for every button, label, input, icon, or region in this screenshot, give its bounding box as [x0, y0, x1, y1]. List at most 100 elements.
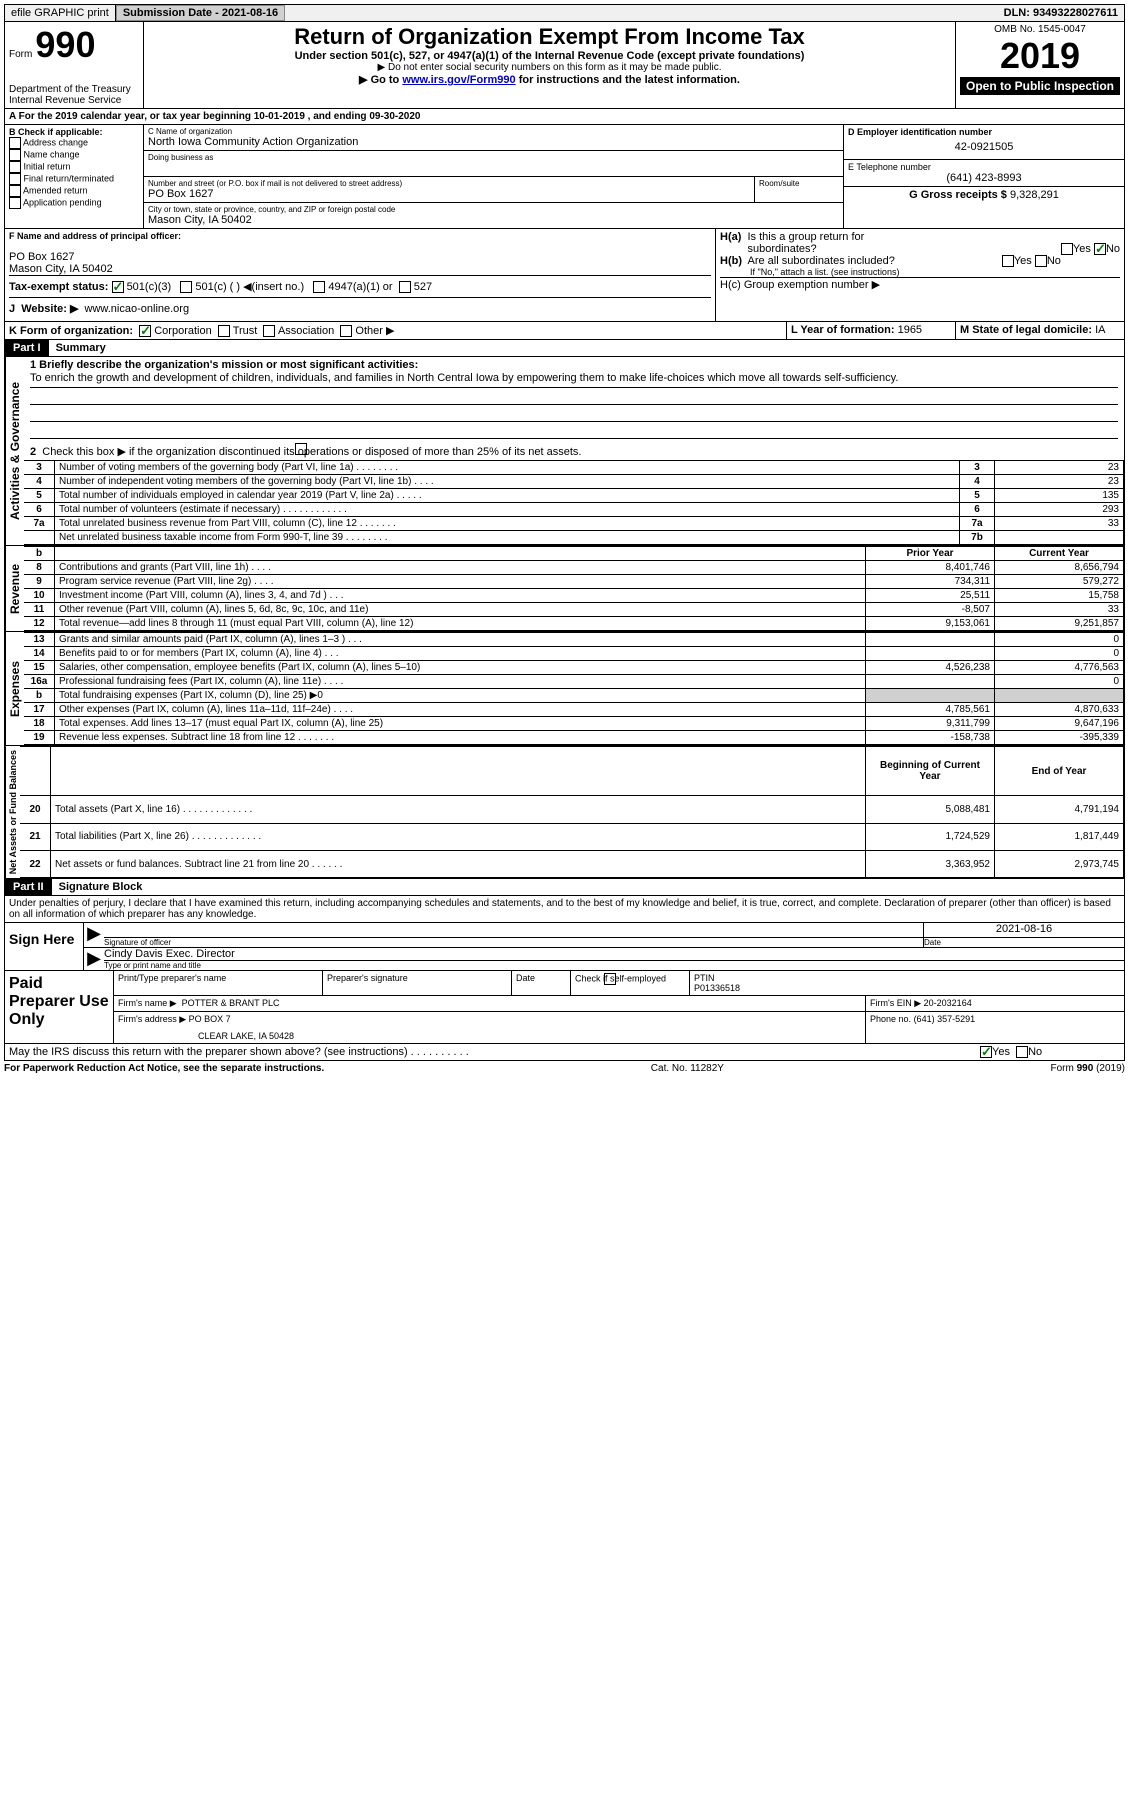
m-value: IA	[1095, 324, 1105, 336]
form-header: Form 990 Department of the Treasury Inte…	[4, 22, 1125, 109]
hc-label: H(c) Group exemption number ▶	[720, 278, 1120, 291]
checkbox-address-change[interactable]	[9, 137, 21, 149]
phone-label: E Telephone number	[848, 162, 1120, 172]
checkbox-self-employed[interactable]	[604, 973, 616, 985]
org-name: North Iowa Community Action Organization	[148, 136, 839, 148]
discuss-row: May the IRS discuss this return with the…	[4, 1044, 1125, 1061]
sig-officer-label: Signature of officer	[104, 937, 923, 947]
b-label: B Check if applicable:	[9, 127, 139, 137]
exp-table: 13Grants and similar amounts paid (Part …	[24, 632, 1124, 745]
firm-ein: 20-2032164	[924, 998, 972, 1008]
ptin-label: PTIN	[694, 973, 715, 983]
sig-date-label: Date	[924, 937, 1124, 947]
checkbox-app-pending[interactable]	[9, 197, 21, 209]
checkbox-assoc[interactable]	[263, 325, 275, 337]
preparer-block: Paid Preparer Use Only Print/Type prepar…	[4, 971, 1125, 1044]
line2-text: Check this box ▶ if the organization dis…	[42, 446, 581, 458]
firm-name: POTTER & BRANT PLC	[182, 998, 280, 1008]
i-label: Tax-exempt status:	[9, 281, 108, 293]
dept-label: Department of the Treasury Internal Reve…	[9, 84, 139, 106]
checkbox-501c3[interactable]	[112, 281, 124, 293]
firm-addr-label: Firm's address ▶	[118, 1014, 186, 1024]
k-label: K Form of organization:	[9, 325, 133, 337]
m-label: M State of legal domicile:	[960, 324, 1092, 336]
irs-link[interactable]: www.irs.gov/Form990	[402, 74, 515, 86]
dba-label: Doing business as	[148, 153, 839, 162]
pra-notice: For Paperwork Reduction Act Notice, see …	[4, 1063, 324, 1074]
firm-addr2: CLEAR LAKE, IA 50428	[118, 1025, 861, 1041]
gross-value: 9,328,291	[1010, 189, 1059, 201]
subtitle-1: Under section 501(c), 527, or 4947(a)(1)…	[148, 50, 951, 62]
prep-phone: (641) 357-5291	[914, 1014, 976, 1024]
part2-title: Signature Block	[55, 879, 147, 895]
checkbox-final-return[interactable]	[9, 173, 21, 185]
sign-block: Sign Here ▶ Signature of officer 2021-08…	[4, 923, 1125, 971]
form-label: Form	[9, 49, 32, 60]
part2-header: Part II	[5, 879, 52, 895]
net-section: Net Assets or Fund Balances Beginning of…	[4, 746, 1125, 879]
goto-suffix: for instructions and the latest informat…	[516, 74, 740, 86]
officer-group-block: F Name and address of principal officer:…	[4, 229, 1125, 322]
prep-date-label: Date	[512, 971, 571, 995]
discuss-yes[interactable]	[980, 1046, 992, 1058]
efile-label: efile GRAPHIC print	[5, 5, 116, 21]
website-label: Website: ▶	[21, 303, 78, 315]
rev-sidebar: Revenue	[5, 546, 24, 631]
net-sidebar: Net Assets or Fund Balances	[5, 746, 20, 878]
part1-header: Part I	[5, 340, 49, 356]
dln-label: DLN: 93493228027611	[998, 5, 1124, 21]
checkbox-corp[interactable]	[139, 325, 151, 337]
checkbox-other[interactable]	[340, 325, 352, 337]
l-label: L Year of formation:	[791, 324, 895, 336]
city-label: City or town, state or province, country…	[148, 205, 839, 214]
goto-prefix: ▶ Go to	[359, 74, 402, 86]
declaration-text: Under penalties of perjury, I declare th…	[4, 896, 1125, 923]
checkbox-527[interactable]	[399, 281, 411, 293]
discuss-no[interactable]	[1016, 1046, 1028, 1058]
governance-section: Activities & Governance 1 Briefly descri…	[4, 357, 1125, 546]
phone-value: (641) 423-8993	[848, 172, 1120, 184]
open-public-label: Open to Public Inspection	[960, 77, 1120, 95]
l-value: 1965	[898, 324, 922, 336]
officer-name: Cindy Davis Exec. Director	[104, 948, 1124, 960]
submission-date-button[interactable]: Submission Date - 2021-08-16	[116, 5, 285, 21]
expenses-section: Expenses 13Grants and similar amounts pa…	[4, 632, 1125, 746]
gov-sidebar: Activities & Governance	[5, 357, 24, 545]
ha-label: H(a) Is this a group return for subordin…	[720, 231, 1120, 255]
firm-addr1: PO BOX 7	[189, 1014, 231, 1024]
ha-no[interactable]	[1094, 243, 1106, 255]
j-label: J	[9, 303, 15, 315]
form-number: 990	[35, 24, 95, 65]
prep-sig-label: Preparer's signature	[323, 971, 512, 995]
tax-year: 2019	[960, 35, 1120, 77]
hb-yes[interactable]	[1002, 255, 1014, 267]
checkbox-name-change[interactable]	[9, 149, 21, 161]
part1-title: Summary	[52, 340, 110, 356]
checkbox-initial-return[interactable]	[9, 161, 21, 173]
k-l-m-row: K Form of organization: Corporation Trus…	[4, 322, 1125, 340]
firm-ein-label: Firm's EIN ▶	[870, 998, 921, 1008]
checkbox-4947[interactable]	[313, 281, 325, 293]
hb-no[interactable]	[1035, 255, 1047, 267]
form-version: Form 990 (2019)	[1051, 1063, 1125, 1074]
city-value: Mason City, IA 50402	[148, 214, 839, 226]
omb-label: OMB No. 1545-0047	[960, 24, 1120, 35]
gov-table: 3Number of voting members of the governi…	[24, 460, 1124, 545]
street-value: PO Box 1627	[148, 188, 750, 200]
discuss-text: May the IRS discuss this return with the…	[5, 1044, 976, 1060]
mission-text: To enrich the growth and development of …	[30, 371, 1118, 388]
preparer-label: Paid Preparer Use Only	[5, 971, 114, 1043]
ha-yes[interactable]	[1061, 243, 1073, 255]
section-a: A For the 2019 calendar year, or tax yea…	[4, 109, 1125, 125]
firm-name-label: Firm's name ▶	[118, 998, 177, 1008]
checkbox-501c[interactable]	[180, 281, 192, 293]
checkbox-trust[interactable]	[218, 325, 230, 337]
checkbox-amended[interactable]	[9, 185, 21, 197]
street-label: Number and street (or P.O. box if mail i…	[148, 179, 750, 188]
sig-arrow-icon: ▶	[84, 923, 104, 947]
subtitle-2: ▶ Do not enter social security numbers o…	[148, 62, 951, 73]
cat-no: Cat. No. 11282Y	[651, 1063, 724, 1074]
checkbox-discontinued[interactable]	[295, 443, 307, 455]
entity-info: B Check if applicable: Address change Na…	[4, 125, 1125, 229]
officer-name-label: Type or print name and title	[104, 960, 1124, 970]
